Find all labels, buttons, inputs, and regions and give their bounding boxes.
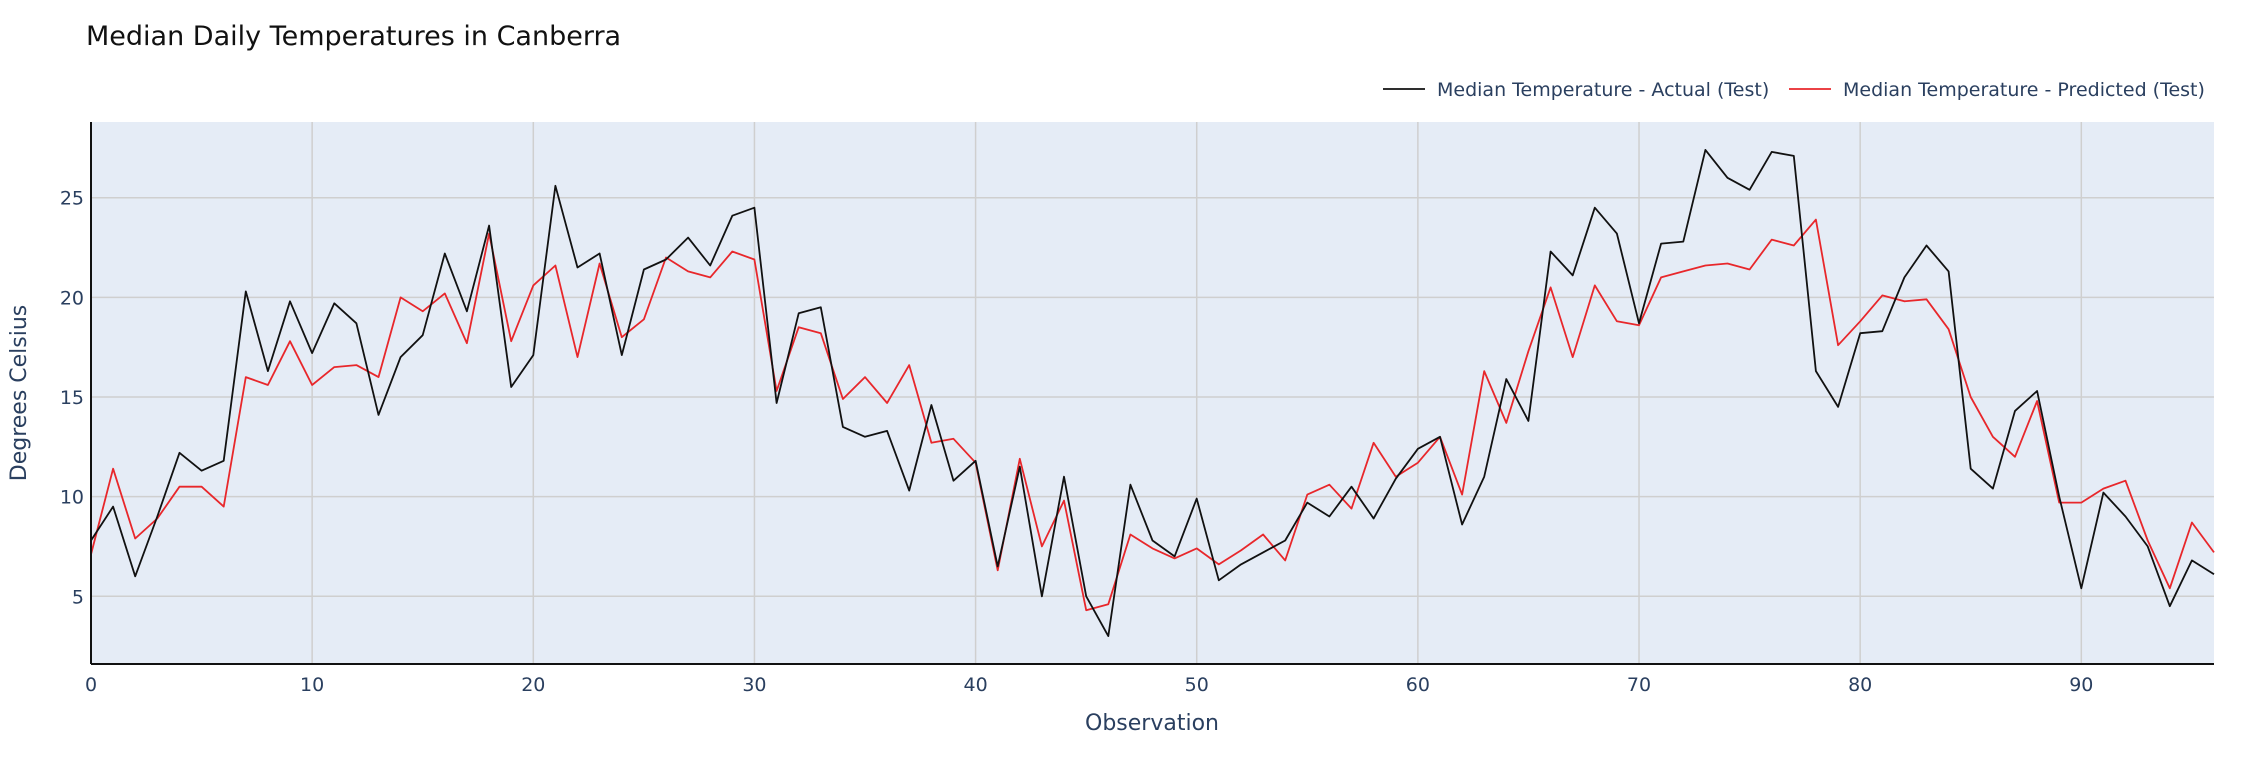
- x-axis-title: Observation: [1085, 711, 1219, 736]
- plot-area: [91, 122, 2214, 664]
- x-tick-label: 40: [963, 674, 987, 696]
- chart-title: Median Daily Temperatures in Canberra: [86, 21, 621, 52]
- x-tick-label: 50: [1185, 674, 1209, 696]
- x-tick-label: 0: [85, 674, 97, 696]
- y-tick-label: 25: [60, 188, 84, 210]
- gridlines: [91, 122, 2214, 664]
- x-tick-label: 70: [1627, 674, 1651, 696]
- x-tick-label: 30: [742, 674, 766, 696]
- y-tick-label: 10: [60, 487, 84, 509]
- x-tick-labels: 0 10 20 30 40 50 60 70 80 90: [85, 674, 2093, 696]
- series-line-actual: [90, 148, 2215, 637]
- axes: [90, 122, 2214, 665]
- legend: Median Temperature - Actual (Test) Media…: [1383, 79, 2205, 101]
- series-layer: [90, 148, 2215, 637]
- x-tick-label: 20: [521, 674, 545, 696]
- y-axis-title: Degrees Celsius: [7, 305, 32, 482]
- x-tick-label: 60: [1406, 674, 1430, 696]
- series-line-predicted: [90, 218, 2215, 612]
- y-tick-label: 20: [60, 287, 84, 309]
- legend-label-predicted: Median Temperature - Predicted (Test): [1843, 79, 2205, 101]
- y-tick-label: 15: [60, 387, 84, 409]
- x-tick-label: 90: [2069, 674, 2093, 696]
- y-tick-label: 5: [72, 586, 84, 608]
- y-tick-labels: 5 10 15 20 25: [60, 188, 84, 609]
- legend-label-actual: Median Temperature - Actual (Test): [1437, 79, 1769, 101]
- x-tick-label: 80: [1848, 674, 1872, 696]
- x-tick-label: 10: [300, 674, 324, 696]
